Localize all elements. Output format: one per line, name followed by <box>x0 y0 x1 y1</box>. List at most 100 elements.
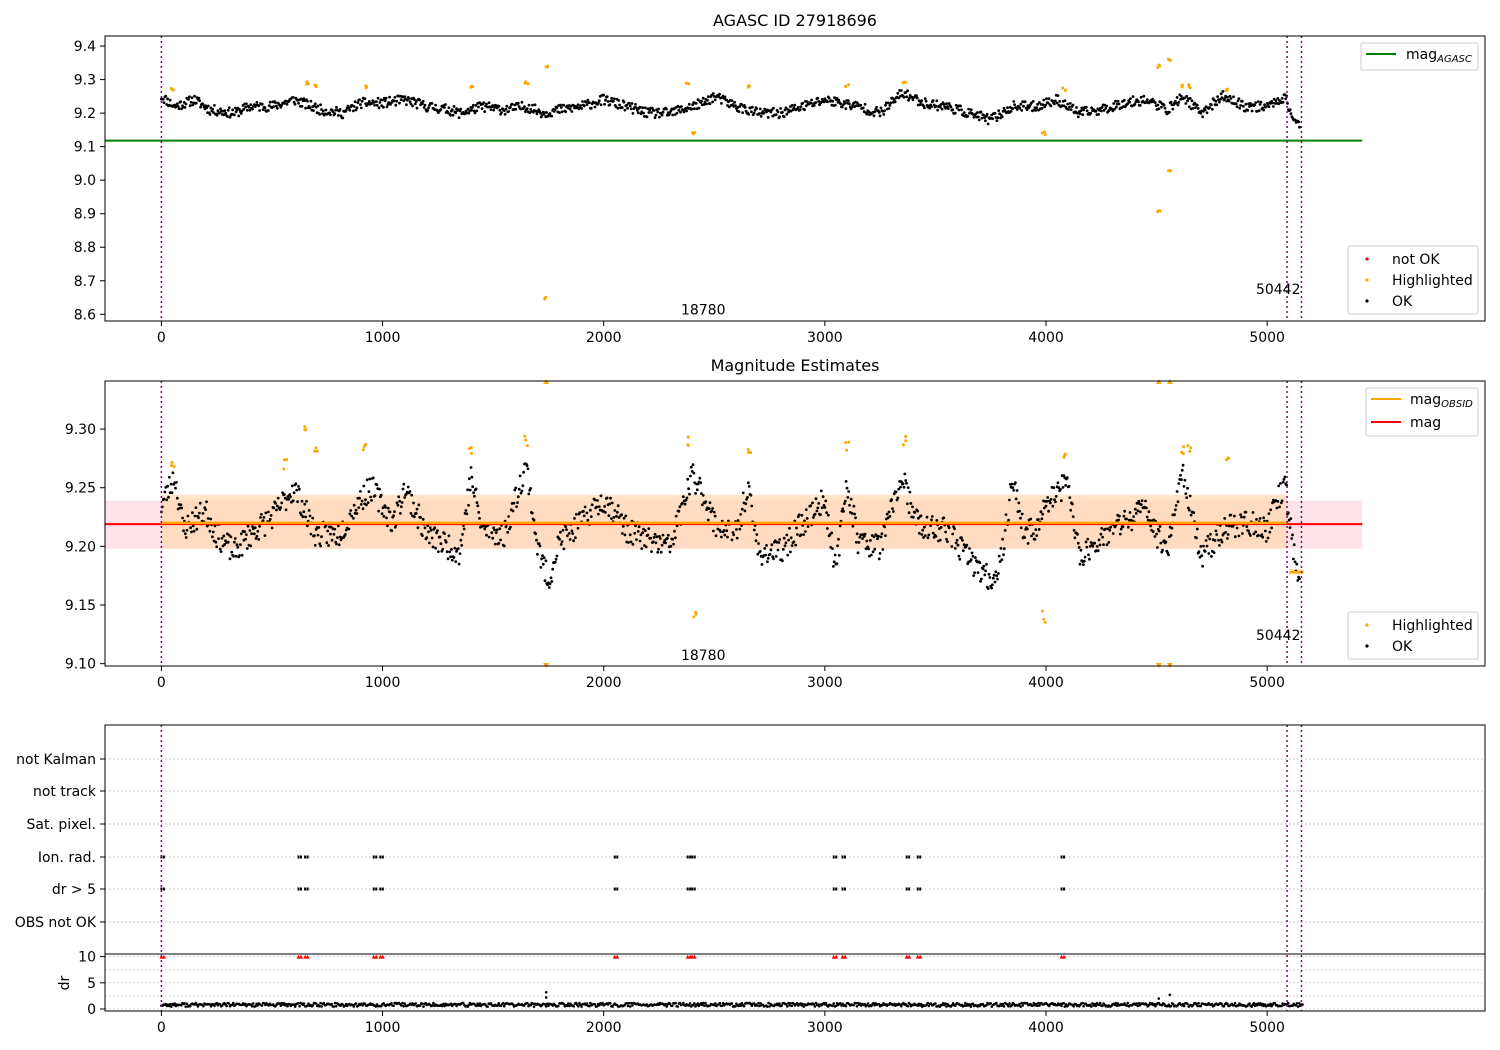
ok-point <box>1235 526 1239 530</box>
legend-label-not-ok: not OK <box>1392 252 1440 268</box>
ok-point <box>1123 509 1127 513</box>
flag-point <box>844 887 846 891</box>
dr-point <box>944 1002 947 1005</box>
ok-point <box>370 499 373 502</box>
ok-point <box>1042 506 1046 510</box>
ok-point <box>1187 105 1191 109</box>
ok-point <box>1034 109 1038 112</box>
ok-point <box>1219 538 1223 542</box>
ok-point <box>915 94 918 98</box>
dr-point <box>1286 1001 1290 1005</box>
ok-point <box>776 110 780 114</box>
ok-point <box>550 114 554 118</box>
ok-point <box>589 508 592 512</box>
ok-point <box>1293 560 1297 564</box>
ok-point <box>1290 537 1294 540</box>
ok-point <box>184 536 188 539</box>
highlighted-point <box>303 425 307 429</box>
ok-point <box>516 101 520 105</box>
ok-point <box>1221 90 1225 93</box>
ok-point <box>411 104 414 108</box>
ok-point <box>407 97 411 100</box>
ok-point <box>895 498 899 502</box>
ok-point <box>1142 94 1146 98</box>
ok-point <box>772 106 775 110</box>
ok-point <box>327 544 330 547</box>
dr-point <box>183 1002 186 1005</box>
ok-point <box>781 110 784 114</box>
ok-point <box>661 110 665 114</box>
ok-point <box>1044 504 1048 508</box>
ok-point <box>1111 109 1115 113</box>
ok-point <box>1003 529 1007 532</box>
ok-point <box>454 560 458 563</box>
dr-point <box>213 1004 216 1008</box>
dr-point <box>1137 1002 1141 1005</box>
ok-point <box>1132 515 1135 518</box>
ok-point <box>475 501 479 504</box>
ok-point <box>402 99 406 103</box>
dr-point <box>899 1004 903 1008</box>
ok-point <box>298 487 301 491</box>
dr-point <box>877 1002 881 1006</box>
ok-point <box>448 550 452 554</box>
ok-point <box>516 501 519 504</box>
ok-point <box>700 492 703 495</box>
ok-point <box>1042 98 1046 102</box>
ok-point <box>525 107 529 110</box>
ok-point <box>930 518 933 522</box>
ok-point <box>879 535 883 539</box>
ok-point <box>204 508 208 511</box>
y-tick-label: 9.30 <box>65 422 96 438</box>
dr-point <box>168 1002 172 1006</box>
dr-point <box>588 1004 591 1008</box>
ok-point <box>1055 101 1059 105</box>
ok-point <box>588 101 591 104</box>
dr-high-marker <box>380 954 385 959</box>
ok-point <box>671 113 675 117</box>
ok-point <box>835 97 839 100</box>
ok-point <box>686 477 690 481</box>
flag-point <box>297 855 300 859</box>
ok-point <box>722 529 726 532</box>
ok-point <box>1229 97 1233 100</box>
dr-high-marker <box>305 954 310 959</box>
ok-point <box>1126 525 1130 529</box>
ok-point <box>533 103 537 107</box>
y-tick-label: 9.15 <box>65 598 96 614</box>
ok-point <box>642 527 645 531</box>
ok-point <box>1064 484 1067 487</box>
ok-point <box>472 491 475 495</box>
dr-point <box>954 1004 957 1007</box>
flag-row-label: not Kalman <box>16 752 96 768</box>
ok-point <box>205 500 208 504</box>
dr-point <box>813 1005 817 1008</box>
ok-point <box>765 544 768 547</box>
ok-point <box>877 557 881 561</box>
ok-point <box>907 98 910 102</box>
ok-point <box>785 533 789 537</box>
ok-point <box>312 109 315 112</box>
ok-point <box>1035 534 1039 537</box>
dr-tick-label: 0 <box>87 1002 96 1018</box>
ok-point <box>626 106 629 110</box>
ok-point <box>226 115 229 118</box>
ok-point <box>1054 495 1058 498</box>
ok-point <box>539 111 542 115</box>
ok-point <box>177 107 181 111</box>
ok-point <box>770 543 774 547</box>
ok-point <box>847 102 851 106</box>
ok-point <box>176 104 180 108</box>
obsid-annotation: 18780 <box>681 302 726 318</box>
ok-point <box>740 103 744 106</box>
dr-point <box>292 1003 296 1006</box>
ok-point <box>191 103 195 107</box>
ok-point <box>605 496 609 500</box>
ok-point <box>188 95 191 99</box>
dr-point <box>202 1004 205 1008</box>
ok-point <box>733 100 736 104</box>
ok-point <box>444 103 447 106</box>
dr-high-marker <box>161 954 166 959</box>
ok-point <box>1001 537 1004 541</box>
ok-point <box>430 536 434 540</box>
